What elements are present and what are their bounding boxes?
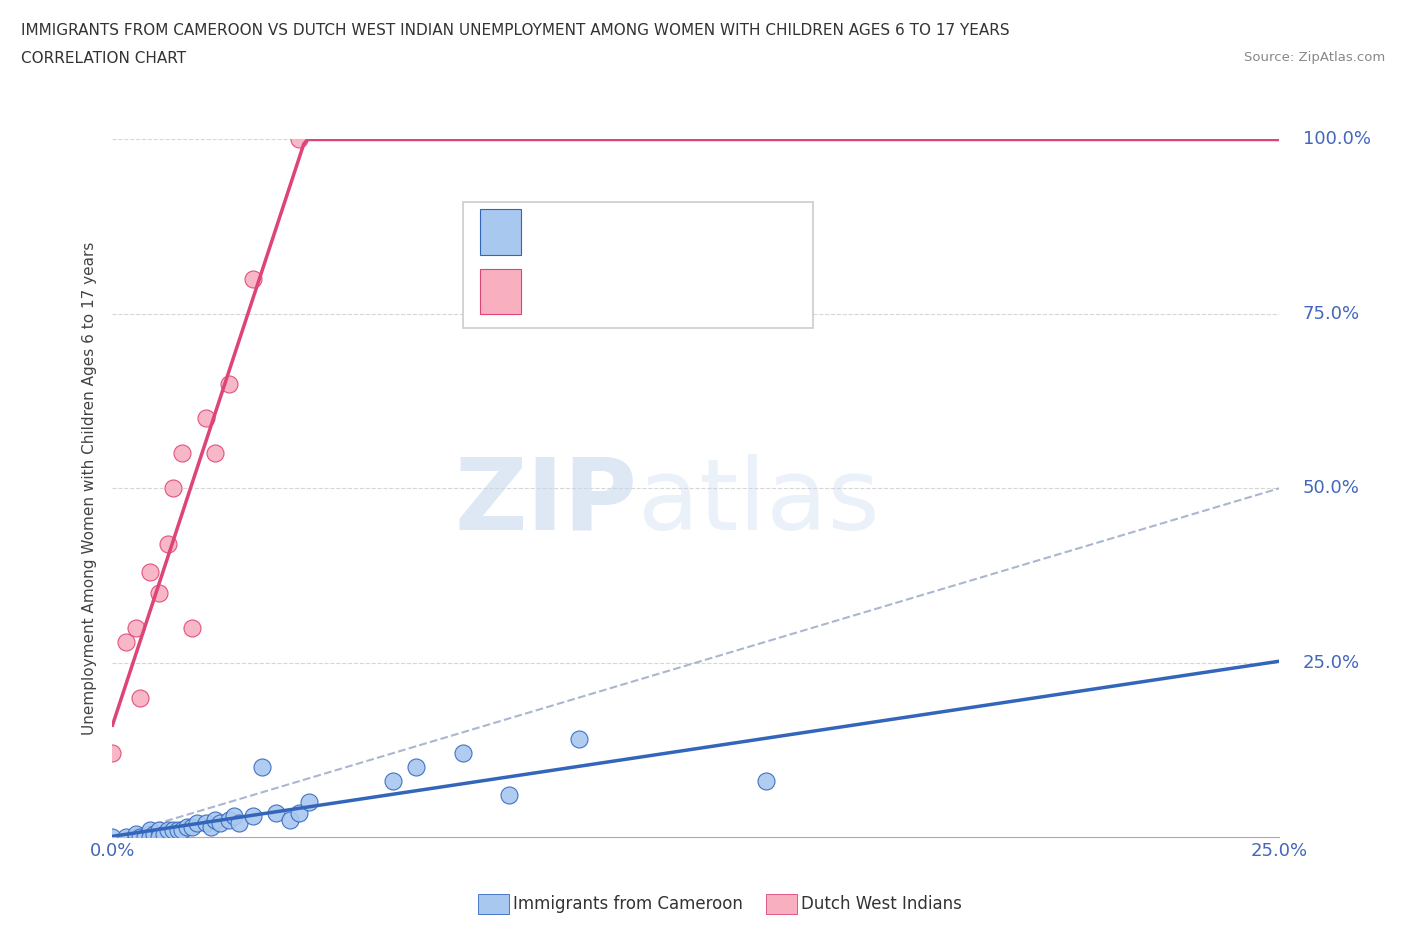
Point — [194, 816, 217, 830]
Point — [157, 823, 180, 837]
Point — [381, 774, 404, 789]
Point — [139, 565, 162, 579]
Text: atlas: atlas — [638, 454, 879, 551]
FancyBboxPatch shape — [463, 203, 813, 328]
Text: CORRELATION CHART: CORRELATION CHART — [21, 51, 186, 66]
Y-axis label: Unemployment Among Women with Children Ages 6 to 17 years: Unemployment Among Women with Children A… — [82, 242, 97, 735]
Point — [148, 830, 170, 844]
Text: N = 38: N = 38 — [650, 223, 717, 241]
Point — [176, 819, 198, 834]
Text: R = 0.387: R = 0.387 — [538, 223, 637, 241]
Point — [250, 760, 273, 775]
Point — [101, 830, 124, 844]
FancyBboxPatch shape — [479, 209, 520, 255]
Point — [405, 760, 427, 775]
Point — [115, 830, 138, 844]
Text: IMMIGRANTS FROM CAMEROON VS DUTCH WEST INDIAN UNEMPLOYMENT AMONG WOMEN WITH CHIL: IMMIGRANTS FROM CAMEROON VS DUTCH WEST I… — [21, 23, 1010, 38]
Point — [157, 537, 180, 551]
Text: R = 0.695   N = 15: R = 0.695 N = 15 — [538, 282, 723, 300]
FancyBboxPatch shape — [479, 269, 520, 314]
Point — [115, 634, 138, 649]
Text: R = 0.387   N = 38: R = 0.387 N = 38 — [538, 223, 723, 241]
Point — [101, 746, 124, 761]
Point — [218, 812, 240, 827]
Point — [568, 732, 591, 747]
Point — [242, 809, 264, 824]
Point — [186, 816, 208, 830]
Text: Immigrants from Cameroon: Immigrants from Cameroon — [513, 895, 742, 913]
Point — [204, 445, 226, 460]
Point — [194, 411, 217, 426]
Point — [125, 620, 148, 635]
Point — [153, 826, 176, 841]
Text: 75.0%: 75.0% — [1303, 305, 1360, 323]
Point — [204, 812, 226, 827]
Point — [148, 823, 170, 837]
Point — [172, 823, 194, 837]
Point — [222, 809, 245, 824]
Text: 100.0%: 100.0% — [1303, 130, 1371, 149]
Point — [148, 586, 170, 601]
Point — [228, 816, 250, 830]
Point — [242, 272, 264, 286]
Point — [139, 823, 162, 837]
Point — [139, 830, 162, 844]
Point — [162, 823, 184, 837]
Text: Source: ZipAtlas.com: Source: ZipAtlas.com — [1244, 51, 1385, 64]
Point — [180, 620, 202, 635]
Text: Dutch West Indians: Dutch West Indians — [801, 895, 962, 913]
Point — [162, 481, 184, 496]
Point — [129, 690, 152, 705]
Text: R = 0.695: R = 0.695 — [538, 282, 637, 300]
Point — [125, 826, 148, 841]
Point — [200, 819, 222, 834]
Text: N = 15: N = 15 — [650, 282, 717, 300]
Point — [208, 816, 231, 830]
Point — [264, 805, 287, 820]
Point — [172, 445, 194, 460]
Point — [498, 788, 520, 803]
Point — [755, 774, 778, 789]
Point — [288, 132, 311, 147]
Point — [125, 830, 148, 844]
Point — [451, 746, 474, 761]
Point — [278, 812, 301, 827]
Point — [218, 376, 240, 391]
Point — [166, 823, 188, 837]
Point — [180, 819, 202, 834]
Text: 50.0%: 50.0% — [1303, 479, 1360, 498]
Point — [297, 794, 319, 809]
Text: 25.0%: 25.0% — [1303, 654, 1360, 671]
Text: ZIP: ZIP — [454, 454, 638, 551]
Point — [134, 830, 156, 844]
Point — [129, 830, 152, 844]
Point — [143, 826, 166, 841]
Point — [288, 805, 311, 820]
